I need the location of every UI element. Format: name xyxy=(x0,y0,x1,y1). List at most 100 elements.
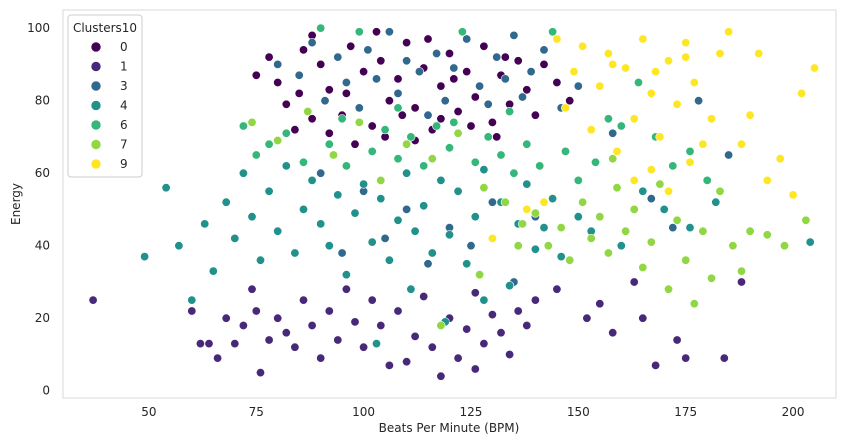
y-tick-label: 0 xyxy=(42,384,50,398)
point-cluster-9 xyxy=(681,52,691,62)
point-cluster-4 xyxy=(711,197,721,207)
point-cluster-4 xyxy=(410,226,420,236)
point-cluster-1 xyxy=(608,328,618,338)
point-cluster-0 xyxy=(453,107,463,117)
point-cluster-6 xyxy=(367,146,377,156)
point-cluster-9 xyxy=(762,175,772,185)
point-cluster-9 xyxy=(612,146,622,156)
point-cluster-1 xyxy=(264,335,274,345)
point-cluster-7 xyxy=(513,241,523,251)
point-cluster-1 xyxy=(376,320,386,330)
point-cluster-1 xyxy=(419,291,429,301)
point-cluster-0 xyxy=(251,70,261,80)
point-cluster-9 xyxy=(621,63,631,73)
point-cluster-6 xyxy=(702,175,712,185)
legend-marker-0 xyxy=(90,41,102,53)
point-cluster-0 xyxy=(341,88,351,98)
point-cluster-7 xyxy=(436,320,446,330)
point-cluster-7 xyxy=(328,150,338,160)
point-cluster-3 xyxy=(384,27,394,37)
point-cluster-3 xyxy=(608,128,618,138)
point-cluster-9 xyxy=(608,59,618,69)
point-cluster-7 xyxy=(578,197,588,207)
point-cluster-9 xyxy=(539,197,549,207)
point-cluster-4 xyxy=(479,295,489,305)
point-cluster-7 xyxy=(303,107,313,117)
point-cluster-7 xyxy=(586,233,596,243)
point-cluster-0 xyxy=(393,74,403,84)
point-cluster-0 xyxy=(565,96,575,106)
point-cluster-4 xyxy=(281,161,291,171)
point-cluster-6 xyxy=(337,114,347,124)
legend-label-4: 4 xyxy=(120,99,128,113)
point-cluster-1 xyxy=(470,364,480,374)
point-cluster-9 xyxy=(663,186,673,196)
point-cluster-7 xyxy=(453,128,463,138)
point-cluster-9 xyxy=(578,41,588,51)
point-cluster-0 xyxy=(466,121,476,131)
point-cluster-1 xyxy=(582,313,592,323)
point-cluster-3 xyxy=(475,81,485,91)
point-cluster-0 xyxy=(552,78,562,88)
point-cluster-1 xyxy=(255,368,265,378)
point-cluster-4 xyxy=(419,201,429,211)
point-cluster-6 xyxy=(406,132,416,142)
point-cluster-0 xyxy=(530,110,540,120)
point-cluster-3 xyxy=(449,63,459,73)
point-cluster-7 xyxy=(517,219,527,229)
point-cluster-0 xyxy=(350,139,360,149)
point-cluster-0 xyxy=(410,103,420,113)
point-cluster-4 xyxy=(371,339,381,349)
point-cluster-6 xyxy=(505,107,515,117)
legend-label-9: 9 xyxy=(120,157,128,171)
point-cluster-4 xyxy=(530,244,540,254)
legend-box xyxy=(67,14,143,178)
point-cluster-9 xyxy=(629,114,639,124)
x-tick-label: 100 xyxy=(352,405,375,419)
point-cluster-7 xyxy=(801,215,811,225)
x-axis-ticks: 50 75 100 125 150 175 200 xyxy=(141,405,804,419)
point-cluster-7 xyxy=(646,237,656,247)
point-cluster-1 xyxy=(290,342,300,352)
point-cluster-0 xyxy=(500,52,510,62)
point-cluster-1 xyxy=(316,353,326,363)
point-cluster-6 xyxy=(324,139,334,149)
point-cluster-0 xyxy=(281,99,291,109)
point-cluster-0 xyxy=(423,34,433,44)
point-cluster-7 xyxy=(663,284,673,294)
point-cluster-1 xyxy=(651,360,661,370)
point-cluster-1 xyxy=(462,324,472,334)
legend-label-6: 6 xyxy=(120,118,128,132)
point-cluster-4 xyxy=(444,230,454,240)
point-cluster-7 xyxy=(273,136,283,146)
point-cluster-1 xyxy=(384,360,394,370)
point-cluster-9 xyxy=(681,38,691,48)
point-cluster-7 xyxy=(762,230,772,240)
point-cluster-6 xyxy=(535,161,545,171)
point-cluster-4 xyxy=(376,194,386,204)
point-cluster-1 xyxy=(479,339,489,349)
point-cluster-4 xyxy=(307,175,317,185)
point-cluster-6 xyxy=(470,157,480,167)
point-cluster-9 xyxy=(715,48,725,58)
point-cluster-1 xyxy=(393,306,403,316)
point-cluster-9 xyxy=(809,63,819,73)
point-cluster-7 xyxy=(556,223,566,233)
point-cluster-3 xyxy=(646,194,656,204)
point-cluster-7 xyxy=(736,266,746,276)
point-cluster-6 xyxy=(432,121,442,131)
point-cluster-4 xyxy=(393,215,403,225)
point-cluster-0 xyxy=(316,59,326,69)
point-cluster-4 xyxy=(341,270,351,280)
point-cluster-1 xyxy=(195,339,205,349)
point-cluster-7 xyxy=(681,255,691,265)
point-cluster-9 xyxy=(569,67,579,77)
point-cluster-6 xyxy=(393,154,403,164)
point-cluster-3 xyxy=(333,52,343,62)
point-cluster-6 xyxy=(380,125,390,135)
point-cluster-7 xyxy=(638,262,648,272)
point-cluster-9 xyxy=(685,157,695,167)
point-cluster-4 xyxy=(479,165,489,175)
point-cluster-4 xyxy=(556,252,566,262)
